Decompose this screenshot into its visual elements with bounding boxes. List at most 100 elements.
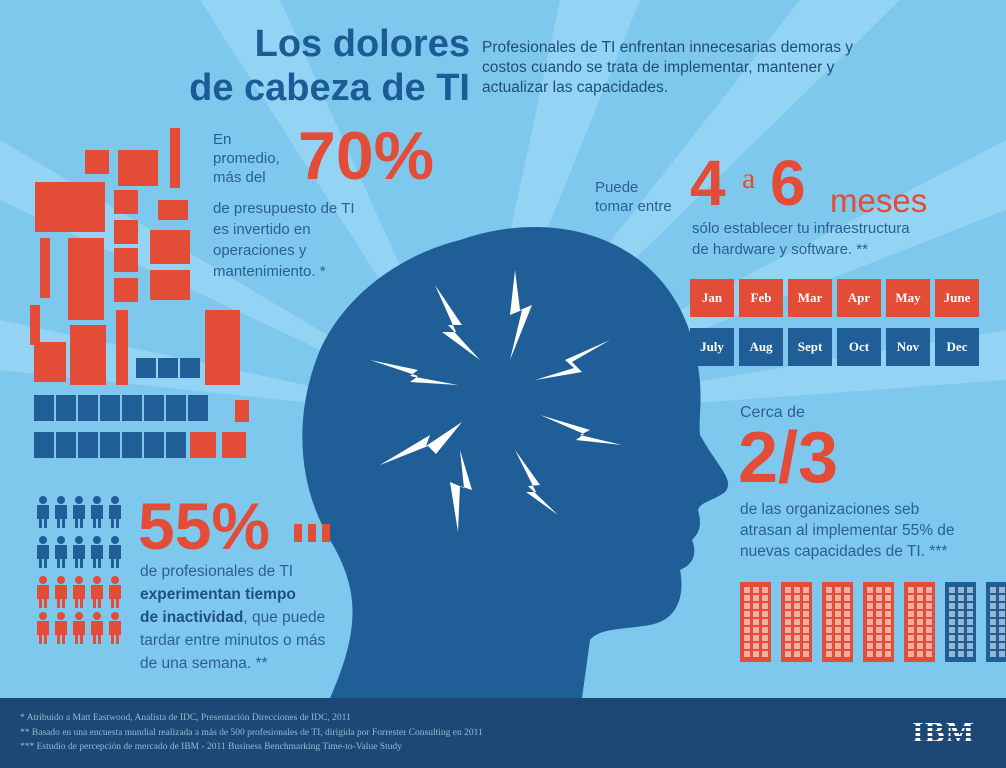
footer-bar [0, 698, 1006, 768]
building-window [794, 627, 800, 633]
building-window [762, 587, 768, 593]
month-nov: Nov [886, 328, 930, 366]
building-window [990, 643, 996, 649]
head-silhouette [302, 226, 729, 698]
building-window [990, 635, 996, 641]
building-icon [986, 582, 1006, 662]
building-window [762, 603, 768, 609]
building-window [835, 595, 841, 601]
building-window [803, 635, 809, 641]
downtime-percent: 55% [138, 489, 271, 563]
budget-post-text: de presupuesto de TI es invertido en ope… [213, 200, 355, 280]
building-window [876, 619, 882, 625]
building-window [885, 611, 891, 617]
building-window [744, 611, 750, 617]
building-window [835, 611, 841, 617]
building-window [753, 643, 759, 649]
building-icon [781, 582, 812, 662]
building-window [949, 603, 955, 609]
building-window [949, 643, 955, 649]
building-window [885, 619, 891, 625]
building-window [744, 635, 750, 641]
building-window [999, 651, 1005, 657]
building-window [844, 619, 850, 625]
building-window [876, 627, 882, 633]
building-window [744, 603, 750, 609]
building-window [794, 595, 800, 601]
building-window [926, 651, 932, 657]
building-window [835, 627, 841, 633]
building-window [844, 587, 850, 593]
building-window [917, 595, 923, 601]
building-icon [945, 582, 976, 662]
building-icon [740, 582, 771, 662]
building-window [949, 595, 955, 601]
building-window [835, 651, 841, 657]
building-window [844, 635, 850, 641]
page-title: Los dolores de cabeza de TI [189, 23, 470, 109]
building-window [967, 651, 973, 657]
building-window [803, 587, 809, 593]
building-window [803, 627, 809, 633]
building-window [826, 603, 832, 609]
month-feb: Feb [739, 279, 783, 317]
building-window [999, 603, 1005, 609]
building-window [908, 587, 914, 593]
building-window [908, 651, 914, 657]
building-window [753, 651, 759, 657]
building-window [917, 611, 923, 617]
building-window [785, 643, 791, 649]
building-window [917, 627, 923, 633]
building-window [867, 635, 873, 641]
building-window [926, 603, 932, 609]
building-icon [822, 582, 853, 662]
building-window [917, 619, 923, 625]
time-post-text: sólo establecer tu infraestructura de ha… [692, 220, 910, 258]
building-window [967, 595, 973, 601]
building-window [999, 627, 1005, 633]
footnote-1: * Atribuido a Matt Eastwood, Analista de… [20, 713, 351, 723]
building-window [876, 651, 882, 657]
time-pre-text: Puede tomar entre [595, 179, 672, 215]
building-window [908, 595, 914, 601]
building-icon [863, 582, 894, 662]
building-window [762, 643, 768, 649]
building-window [826, 635, 832, 641]
orgs-pre-text: Cerca de [740, 404, 805, 421]
building-window [876, 595, 882, 601]
building-window [999, 595, 1005, 601]
building-window [762, 635, 768, 641]
building-icon [904, 582, 935, 662]
building-window [967, 635, 973, 641]
building-window [794, 651, 800, 657]
building-window [885, 603, 891, 609]
building-window [967, 587, 973, 593]
month-apr: Apr [837, 279, 881, 317]
building-window [826, 611, 832, 617]
building-window [844, 611, 850, 617]
building-window [744, 595, 750, 601]
building-window [867, 651, 873, 657]
building-window [967, 603, 973, 609]
building-window [785, 619, 791, 625]
building-window [949, 619, 955, 625]
building-window [785, 651, 791, 657]
building-window [794, 635, 800, 641]
building-window [949, 651, 955, 657]
building-window [835, 587, 841, 593]
time-value-start: 4 [690, 147, 726, 219]
building-window [762, 627, 768, 633]
orgs-fraction: 2/3 [738, 418, 839, 498]
building-window [762, 595, 768, 601]
building-window [926, 643, 932, 649]
building-window [785, 587, 791, 593]
building-window [744, 627, 750, 633]
building-window [744, 619, 750, 625]
building-window [990, 611, 996, 617]
building-window [785, 595, 791, 601]
building-window [753, 635, 759, 641]
building-window [867, 627, 873, 633]
building-window [803, 619, 809, 625]
building-window [744, 587, 750, 593]
footnote-3: *** Estudio de percepción de mercado de … [20, 742, 402, 752]
